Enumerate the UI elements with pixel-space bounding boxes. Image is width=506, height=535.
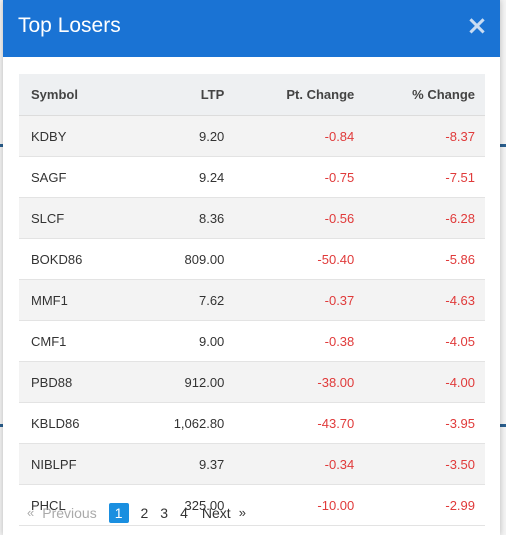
page-1-button[interactable]: 1	[108, 503, 129, 523]
modal-title: Top Losers	[18, 14, 121, 37]
cell-pt-change: -0.75	[225, 156, 356, 198]
cell-symbol[interactable]: BOKD86	[19, 238, 138, 280]
table-body: KDBY 9.20 -0.84 -8.37 SAGF 9.24 -0.75 -7…	[19, 115, 485, 526]
cell-pct-change: -2.99	[355, 484, 485, 526]
table-row: KBLD86 1,062.80 -43.70 -3.95	[19, 402, 485, 444]
cell-symbol[interactable]: MMF1	[19, 279, 138, 321]
column-header-pt-change[interactable]: Pt. Change	[225, 74, 356, 116]
cell-pct-change: -4.63	[355, 279, 485, 321]
cell-pt-change: -50.40	[225, 238, 356, 280]
cell-pt-change: -43.70	[225, 402, 356, 444]
cell-pt-change: -38.00	[225, 361, 356, 403]
table-row: BOKD86 809.00 -50.40 -5.86	[19, 238, 485, 280]
table-row: CMF1 9.00 -0.38 -4.05	[19, 320, 485, 362]
losers-table-container: Symbol LTP Pt. Change % Change KDBY 9.20…	[19, 74, 485, 526]
cell-pt-change: -0.38	[225, 320, 356, 362]
losers-table: Symbol LTP Pt. Change % Change KDBY 9.20…	[19, 74, 485, 526]
cell-pct-change: -4.00	[355, 361, 485, 403]
cell-ltp: 9.00	[137, 320, 226, 362]
close-icon[interactable]: ×	[466, 11, 488, 41]
table-header: Symbol LTP Pt. Change % Change	[19, 74, 485, 116]
table-row: MMF1 7.62 -0.37 -4.63	[19, 279, 485, 321]
top-losers-modal: Top Losers × Symbol LTP Pt. Change % Cha…	[3, 0, 500, 535]
table-row: SLCF 8.36 -0.56 -6.28	[19, 197, 485, 239]
cell-symbol[interactable]: CMF1	[19, 320, 138, 362]
cell-symbol[interactable]: SAGF	[19, 156, 138, 198]
table-header-row: Symbol LTP Pt. Change % Change	[19, 74, 485, 116]
cell-pct-change: -8.37	[355, 115, 485, 157]
page-3-button[interactable]: 3	[160, 505, 169, 521]
page-4-button[interactable]: 4	[180, 505, 188, 521]
cell-symbol[interactable]: KBLD86	[19, 402, 138, 444]
previous-button: Previous	[42, 505, 97, 521]
next-button[interactable]: Next	[201, 505, 231, 521]
page-2-button[interactable]: 2	[140, 505, 149, 521]
cell-ltp: 912.00	[137, 361, 226, 403]
cell-ltp: 9.37	[137, 443, 226, 485]
cell-symbol[interactable]: NIBLPF	[19, 443, 138, 485]
cell-pt-change: -0.56	[225, 197, 356, 239]
cell-pct-change: -3.50	[355, 443, 485, 485]
column-header-pct-change[interactable]: % Change	[355, 74, 485, 116]
table-row: SAGF 9.24 -0.75 -7.51	[19, 156, 485, 198]
next-arrow-icon[interactable]: »	[238, 505, 246, 520]
cell-ltp: 809.00	[137, 238, 226, 280]
modal-header: Top Losers ×	[3, 0, 500, 57]
table-row: KDBY 9.20 -0.84 -8.37	[19, 115, 485, 157]
pagination: « Previous 1 2 3 4 Next »	[27, 502, 258, 524]
cell-pt-change: -0.84	[225, 115, 356, 157]
table-row: NIBLPF 9.37 -0.34 -3.50	[19, 443, 485, 485]
cell-pct-change: -3.95	[355, 402, 485, 444]
table-row: PBD88 912.00 -38.00 -4.00	[19, 361, 485, 403]
cell-ltp: 325.00	[137, 484, 226, 526]
table-row: PHCL 325.00 -10.00 -2.99	[19, 484, 485, 526]
cell-ltp: 8.36	[137, 197, 226, 239]
cell-pt-change: -10.00	[225, 484, 356, 526]
cell-ltp: 9.24	[137, 156, 226, 198]
cell-symbol[interactable]: PBD88	[19, 361, 138, 403]
previous-arrow-icon: «	[27, 505, 35, 520]
cell-ltp: 1,062.80	[137, 402, 226, 444]
column-header-ltp[interactable]: LTP	[137, 74, 226, 116]
column-header-symbol[interactable]: Symbol	[19, 74, 138, 116]
cell-pt-change: -0.37	[225, 279, 356, 321]
cell-ltp: 9.20	[137, 115, 226, 157]
cell-pct-change: -6.28	[355, 197, 485, 239]
cell-symbol[interactable]: SLCF	[19, 197, 138, 239]
cell-ltp: 7.62	[137, 279, 226, 321]
cell-pct-change: -4.05	[355, 320, 485, 362]
cell-pt-change: -0.34	[225, 443, 356, 485]
cell-symbol[interactable]: KDBY	[19, 115, 138, 157]
cell-pct-change: -7.51	[355, 156, 485, 198]
cell-pct-change: -5.86	[355, 238, 485, 280]
